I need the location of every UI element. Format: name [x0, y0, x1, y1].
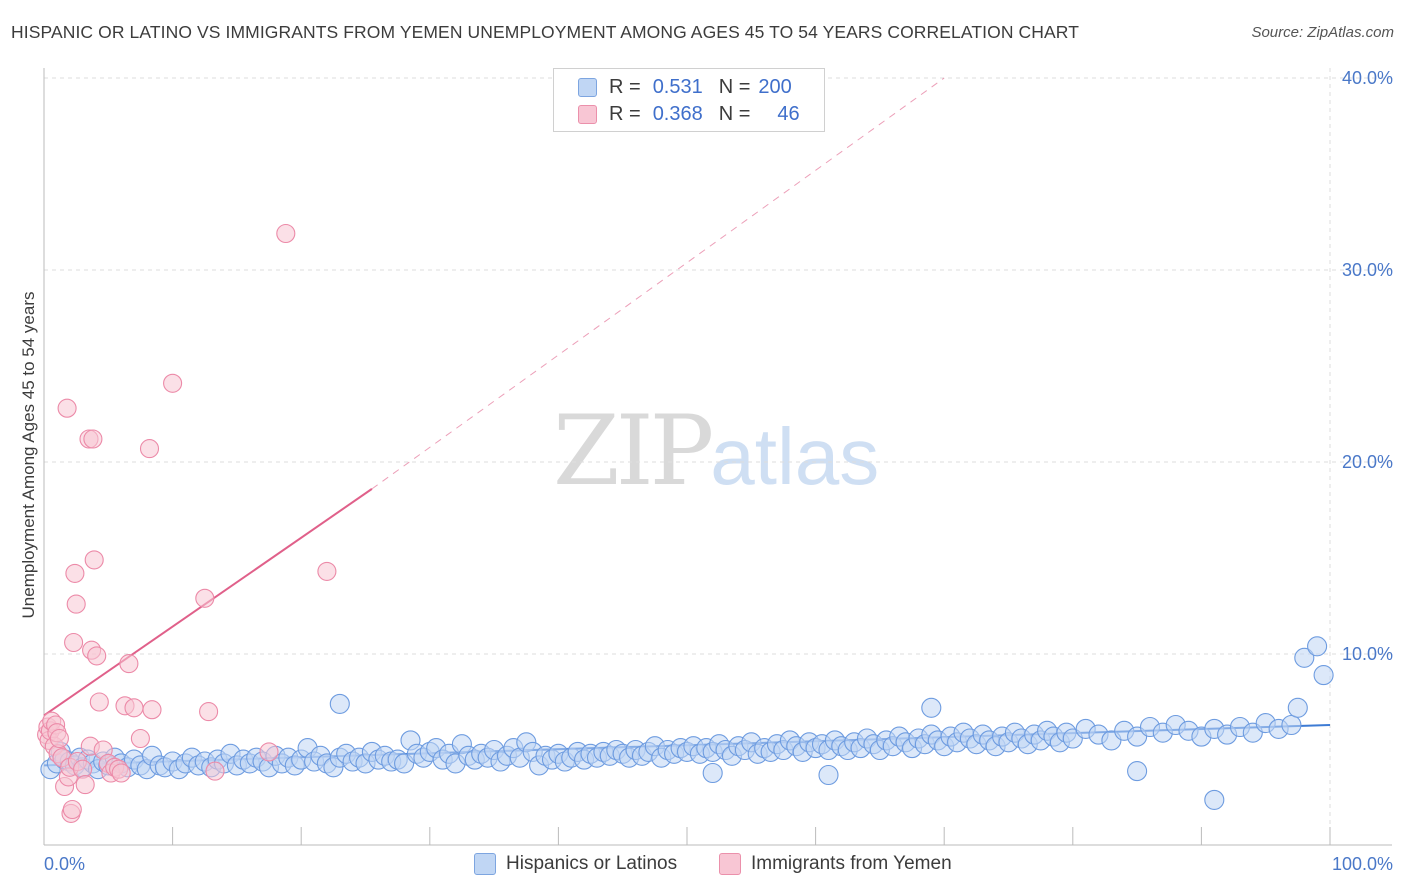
point-yemen-40 [139, 439, 160, 459]
x-tick-label-max: 100.0% [1332, 854, 1393, 874]
point-hispanics-180 [1294, 647, 1315, 668]
r-label: R = [609, 102, 641, 125]
point-yemen-42 [163, 373, 183, 393]
trend-lines [43, 77, 1331, 767]
point-yemen-29 [89, 692, 109, 712]
y-axis-label: Unemployment Among Ages 45 to 54 years [19, 292, 38, 619]
trend-line-extension-yemen [371, 77, 945, 490]
chart-title: HISPANIC OR LATINO VS IMMIGRANTS FROM YE… [11, 22, 1079, 42]
n-label: N = [718, 102, 751, 125]
point-hispanics-186 [921, 697, 942, 718]
watermark-zip: ZIP [553, 395, 714, 507]
point-yemen-46 [259, 742, 279, 762]
point-yemen-18 [65, 563, 85, 583]
tick-labels: 10.0% 20.0% 30.0% 40.0% 0.0% 100.0% [44, 68, 1393, 874]
point-hispanics-189 [1127, 761, 1148, 782]
point-hispanics-185 [329, 693, 350, 714]
y-tick-label-40: 40.0% [1342, 68, 1393, 88]
point-yemen-35 [111, 763, 131, 783]
data-points [37, 223, 1334, 823]
r-label: R = [609, 75, 641, 98]
point-yemen-37 [119, 654, 139, 674]
point-yemen-47 [276, 223, 296, 244]
y-tick-label-30: 30.0% [1342, 260, 1393, 280]
x-tick-label-min: 0.0% [44, 854, 85, 874]
legend-row-hispanics: R = 0.531 N = 200 [578, 75, 792, 99]
point-yemen-44 [199, 702, 219, 722]
y-tick-label-20: 20.0% [1342, 452, 1393, 472]
point-hispanics-187 [818, 764, 839, 786]
point-yemen-22 [75, 775, 95, 795]
watermark-atlas: atlas [710, 412, 880, 501]
pink-swatch-icon [578, 104, 597, 124]
point-yemen-17 [64, 632, 84, 653]
point-hispanics-181 [1307, 636, 1328, 657]
legend-item-yemen: Immigrants from Yemen [719, 851, 952, 877]
legend-label: Hispanics or Latinos [506, 853, 678, 874]
n-label: N = [718, 75, 751, 98]
correlation-legend: R = 0.531 N = 200 R = 0.368 N = 46 [553, 68, 825, 132]
point-hispanics-188 [702, 762, 723, 784]
point-yemen-27 [84, 550, 104, 570]
blue-swatch-icon [474, 853, 496, 875]
point-hispanics-183 [1313, 665, 1334, 686]
blue-swatch-icon [578, 77, 597, 97]
point-yemen-45 [205, 761, 225, 781]
point-yemen-12 [57, 398, 77, 418]
point-yemen-19 [66, 594, 86, 614]
source-credit: Source: ZipAtlas.com [1251, 24, 1394, 41]
point-yemen-41 [142, 700, 162, 720]
zipatlas-watermark: ZIPatlas [553, 395, 879, 507]
point-yemen-28 [87, 646, 107, 666]
point-yemen-38 [124, 698, 144, 718]
axes [43, 68, 1392, 846]
r-value: 0.368 [652, 102, 703, 125]
n-value: 200 [758, 75, 792, 98]
y-tick-label-10: 10.0% [1342, 644, 1393, 664]
point-yemen-9 [49, 728, 69, 749]
legend-item-hispanics: Hispanics or Latinos [474, 851, 677, 877]
pink-swatch-icon [719, 853, 741, 875]
n-value: 46 [777, 102, 800, 125]
r-value: 0.531 [652, 75, 703, 98]
legend-row-yemen: R = 0.368 N = 46 [578, 102, 800, 126]
point-yemen-26 [83, 429, 103, 449]
legend-label: Immigrants from Yemen [751, 853, 952, 874]
point-hispanics-182 [1287, 697, 1308, 718]
point-yemen-39 [130, 728, 150, 749]
point-yemen-43 [195, 588, 215, 608]
point-hispanics-184 [1204, 789, 1225, 810]
point-hispanics-179 [1281, 714, 1302, 736]
point-yemen-48 [317, 561, 337, 581]
point-yemen-16 [62, 799, 82, 820]
